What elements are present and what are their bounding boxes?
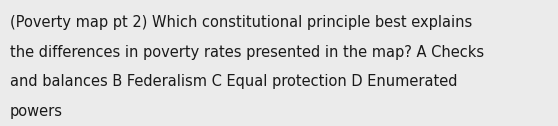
Text: (Poverty map pt 2) Which constitutional principle best explains: (Poverty map pt 2) Which constitutional … <box>10 15 472 30</box>
Text: and balances B Federalism C Equal protection D Enumerated: and balances B Federalism C Equal protec… <box>10 74 458 89</box>
Text: powers: powers <box>10 104 63 119</box>
Text: the differences in poverty rates presented in the map? A Checks: the differences in poverty rates present… <box>10 45 484 60</box>
